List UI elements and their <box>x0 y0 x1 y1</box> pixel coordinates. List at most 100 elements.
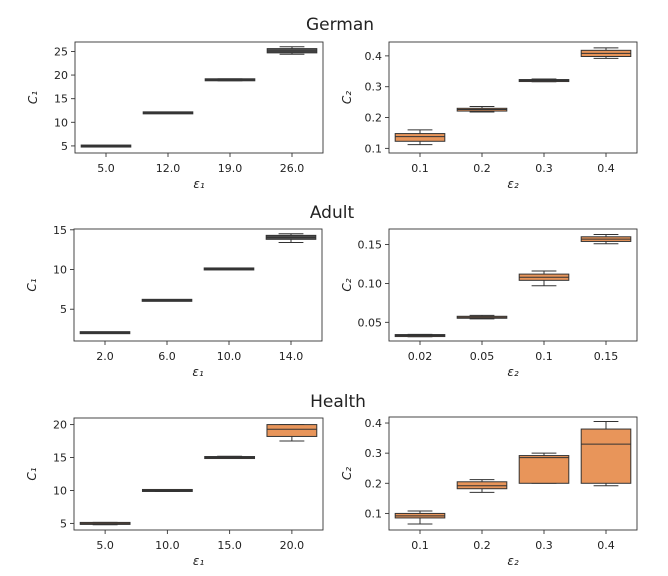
adult-c2-box-1 <box>456 314 508 320</box>
adult-c1-xtick-label: 14.0 <box>279 350 304 363</box>
german-c1-box-1 <box>142 111 194 115</box>
health-c2-box-body <box>580 428 632 484</box>
german-c1-ytick-label: 20 <box>54 69 68 82</box>
adult-c1-xtick-label: 2.0 <box>96 350 114 363</box>
adult-c1-box-2 <box>203 267 255 271</box>
adult-c2-xtick-label: 0.02 <box>408 350 433 363</box>
health-c2-axes-frame <box>388 416 638 531</box>
health-c2-box-0 <box>394 510 446 525</box>
german-c1-box-2 <box>204 78 256 82</box>
adult-c1-axes-frame <box>73 228 323 342</box>
title-german: German <box>306 15 374 35</box>
adult-c2-box-0 <box>394 333 446 338</box>
adult-c1-xlabel: ε₁ <box>192 365 203 379</box>
adult-c2-ytick-label: 0.10 <box>358 277 383 290</box>
german-c2-ytick-label: 0.3 <box>365 81 383 94</box>
chart-german-c1: 5 10 15 20 25 5.0 12.0 19.0 26.0 ε₁ C₁ <box>26 41 324 191</box>
title-adult: Adult <box>310 203 355 223</box>
german-c1-xtick-label: 26.0 <box>280 162 305 175</box>
adult-c1-box-1 <box>141 298 193 302</box>
german-c2-xtick-label: 0.1 <box>411 162 429 175</box>
title-health: Health <box>310 392 366 412</box>
german-c1-ytick-label: 5 <box>61 140 68 153</box>
german-c2-xtick-label: 0.3 <box>535 162 553 175</box>
german-c2-xlabel: ε₂ <box>507 177 518 191</box>
german-c1-ytick-label: 15 <box>54 93 68 106</box>
german-c1-xlabel: ε₁ <box>193 177 204 191</box>
health-c1-ytick-label: 20 <box>53 419 67 432</box>
chart-health-c1: 5 10 15 20 5.0 10.0 15.0 20.0 ε₁ C₁ <box>25 417 324 568</box>
health-c1-box-body <box>266 424 318 437</box>
health-c2-ytick-label: 0.2 <box>365 477 383 490</box>
row-health: Health 5 10 15 20 5.0 10.0 15.0 20.0 ε₁ C₁ 0.1 0.2… <box>25 392 638 568</box>
health-c2-xtick-label: 0.3 <box>535 539 553 552</box>
health-c2-ytick-label: 0.1 <box>365 507 383 520</box>
health-c2-box-3 <box>580 421 632 487</box>
health-c2-box-body <box>518 455 570 484</box>
german-c2-box-3 <box>580 47 632 59</box>
german-c1-axes-frame <box>74 41 324 154</box>
german-c2-xtick-label: 0.4 <box>597 162 615 175</box>
german-c1-xtick-label: 19.0 <box>218 162 243 175</box>
german-c1-ytick-label: 25 <box>54 45 68 58</box>
german-c2-box-2 <box>518 78 570 83</box>
chart-adult-c2: 0.05 0.10 0.15 0.02 0.05 0.1 0.15 ε₂ C₂ <box>340 228 638 379</box>
health-c1-xlabel: ε₁ <box>193 554 204 568</box>
health-c1-box-0 <box>79 521 131 526</box>
german-c2-ytick-label: 0.4 <box>365 50 383 63</box>
german-c2-box-body <box>394 133 446 142</box>
chart-adult-c1: 5 10 15 2.0 6.0 10.0 14.0 ε₁ C₁ <box>25 224 323 379</box>
adult-c2-ytick-label: 0.15 <box>358 239 383 252</box>
german-c1-xtick-label: 5.0 <box>97 162 115 175</box>
health-c1-xtick-label: 15.0 <box>217 539 242 552</box>
health-c1-ytick-label: 5 <box>60 517 67 530</box>
health-c2-ylabel: C₂ <box>340 467 354 480</box>
german-c1-ytick-label: 10 <box>54 116 68 129</box>
health-c1-axes-frame <box>73 417 324 531</box>
health-c2-box-2 <box>518 452 570 484</box>
adult-c2-xtick-label: 0.05 <box>470 350 495 363</box>
health-c1-box-1 <box>141 488 193 492</box>
health-c2-xtick-label: 0.4 <box>597 539 615 552</box>
adult-c2-xtick-label: 0.1 <box>535 350 553 363</box>
health-c2-xtick-label: 0.2 <box>473 539 491 552</box>
adult-c2-ylabel: C₂ <box>340 278 354 291</box>
adult-c1-ytick-label: 5 <box>60 303 67 316</box>
german-c2-ytick-label: 0.2 <box>365 112 383 125</box>
german-c1-box-3 <box>266 46 318 55</box>
health-c1-box-3 <box>266 424 318 442</box>
german-c1-box-0 <box>80 144 132 148</box>
german-c2-ytick-label: 0.1 <box>365 142 383 155</box>
health-c2-xtick-label: 0.1 <box>411 539 429 552</box>
adult-c1-box-0 <box>79 331 131 335</box>
chart-german-c2: 0.1 0.2 0.3 0.4 0.1 0.2 0.3 0.4 ε₂ C₂ <box>340 41 638 191</box>
health-c1-xtick-label: 10.0 <box>155 539 180 552</box>
adult-c2-xlabel: ε₂ <box>507 365 518 379</box>
health-c1-ytick-label: 10 <box>53 484 67 497</box>
adult-c1-box-3 <box>265 233 317 244</box>
german-c2-ylabel: C₂ <box>340 91 354 104</box>
german-c2-axes-frame <box>388 41 638 154</box>
health-c1-xtick-label: 5.0 <box>96 539 114 552</box>
health-c2-xlabel: ε₂ <box>507 554 518 568</box>
adult-c2-ytick-label: 0.05 <box>358 316 383 329</box>
chart-health-c2: 0.1 0.2 0.3 0.4 0.1 0.2 0.3 0.4 ε₂ C₂ <box>340 416 638 568</box>
health-c2-ytick-label: 0.4 <box>365 417 383 430</box>
german-c2-xtick-label: 0.2 <box>473 162 491 175</box>
adult-c2-axes-frame <box>388 228 638 342</box>
adult-c2-box-3 <box>580 233 632 245</box>
german-c2-box-1 <box>456 105 508 113</box>
german-c1-xtick-label: 12.0 <box>156 162 181 175</box>
adult-c1-ytick-label: 15 <box>53 224 67 237</box>
german-c1-ylabel: C₁ <box>26 91 40 104</box>
health-c2-box-1 <box>456 479 508 493</box>
health-c1-ylabel: C₁ <box>25 467 39 480</box>
adult-c1-xtick-label: 6.0 <box>158 350 176 363</box>
health-c2-ytick-label: 0.3 <box>365 447 383 460</box>
health-c1-xtick-label: 20.0 <box>280 539 305 552</box>
adult-c2-xtick-label: 0.15 <box>594 350 619 363</box>
adult-c1-ylabel: C₁ <box>25 278 39 291</box>
german-c2-box-0 <box>394 129 446 146</box>
